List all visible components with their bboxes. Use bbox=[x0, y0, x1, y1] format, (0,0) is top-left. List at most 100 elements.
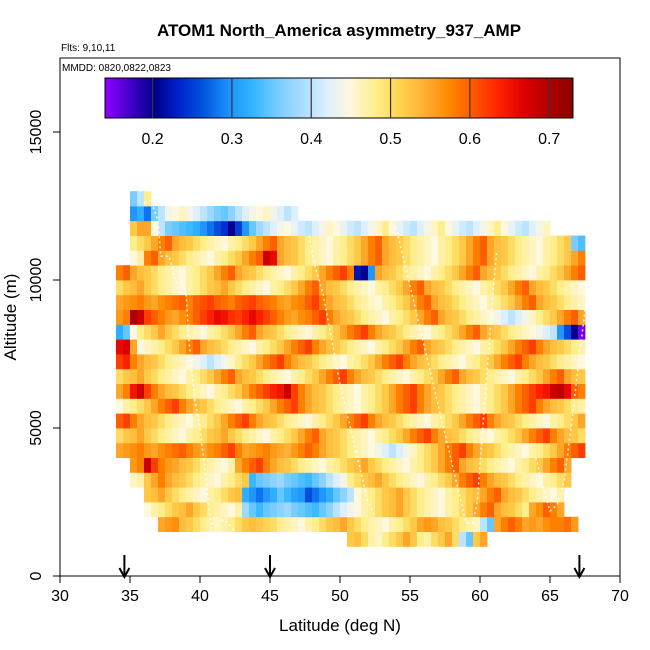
heatmap-cell bbox=[235, 235, 243, 251]
heatmap-cell bbox=[445, 502, 453, 518]
heatmap-cell bbox=[480, 324, 488, 340]
heatmap-cell bbox=[508, 324, 516, 340]
heatmap-cell bbox=[368, 294, 376, 310]
heatmap-cell bbox=[480, 502, 488, 518]
heatmap-cell bbox=[214, 324, 222, 340]
heatmap-cell bbox=[466, 413, 474, 429]
heatmap-cell bbox=[137, 191, 145, 207]
heatmap-cell bbox=[319, 309, 327, 325]
heatmap-cell bbox=[550, 354, 558, 370]
heatmap-cell bbox=[158, 339, 166, 355]
heatmap-cell bbox=[270, 324, 278, 340]
heatmap-cell bbox=[431, 398, 439, 414]
heatmap-cell bbox=[284, 398, 292, 414]
heatmap-cell bbox=[508, 487, 516, 503]
heatmap-cell bbox=[326, 235, 334, 251]
heatmap-cell bbox=[116, 280, 124, 296]
heatmap-cell bbox=[431, 265, 439, 281]
heatmap-cell bbox=[459, 531, 467, 547]
heatmap-cell bbox=[564, 324, 572, 340]
heatmap-cell bbox=[298, 383, 306, 399]
heatmap-cell bbox=[452, 339, 460, 355]
heatmap-cell bbox=[137, 383, 145, 399]
heatmap-cell bbox=[543, 502, 551, 518]
heatmap-cell bbox=[438, 398, 446, 414]
heatmap-cell bbox=[473, 265, 481, 281]
heatmap-cell bbox=[494, 294, 502, 310]
heatmap-cell bbox=[382, 309, 390, 325]
heatmap-cell bbox=[389, 324, 397, 340]
heatmap-cell bbox=[410, 354, 418, 370]
heatmap-cell bbox=[158, 280, 166, 296]
heatmap-cell bbox=[312, 472, 320, 488]
heatmap-cell bbox=[249, 294, 257, 310]
heatmap-cell bbox=[417, 457, 425, 473]
heatmap-cell bbox=[347, 280, 355, 296]
heatmap-cell bbox=[256, 383, 264, 399]
heatmap-cell bbox=[522, 220, 530, 236]
heatmap-cell bbox=[270, 368, 278, 384]
heatmap-cell bbox=[515, 250, 523, 266]
heatmap-cell bbox=[571, 516, 579, 532]
heatmap-cell bbox=[466, 428, 474, 444]
heatmap-cell bbox=[557, 354, 565, 370]
heatmap-cell bbox=[214, 516, 222, 532]
heatmap-cell bbox=[536, 265, 544, 281]
heatmap-cell bbox=[144, 368, 152, 384]
heatmap-cell bbox=[116, 354, 124, 370]
heatmap-cell bbox=[354, 457, 362, 473]
heatmap-cell bbox=[298, 428, 306, 444]
heatmap-cell bbox=[347, 354, 355, 370]
heatmap-cell bbox=[578, 280, 586, 296]
heatmap-cell bbox=[277, 413, 285, 429]
heatmap-cell bbox=[487, 250, 495, 266]
x-tick-label: 30 bbox=[51, 588, 69, 605]
heatmap-cell bbox=[305, 472, 313, 488]
heatmap-cell bbox=[515, 294, 523, 310]
heatmap-cell bbox=[354, 383, 362, 399]
heatmap-cell bbox=[130, 428, 138, 444]
heatmap-cell bbox=[515, 457, 523, 473]
heatmap-cell bbox=[501, 220, 509, 236]
heatmap-cell bbox=[242, 502, 250, 518]
heatmap-cell bbox=[284, 428, 292, 444]
y-tick-label: 10000 bbox=[28, 258, 45, 303]
heatmap-cell bbox=[270, 516, 278, 532]
heatmap-cell bbox=[186, 428, 194, 444]
heatmap-cell bbox=[508, 398, 516, 414]
heatmap-cell bbox=[214, 502, 222, 518]
heatmap-cell bbox=[459, 368, 467, 384]
heatmap-cell bbox=[403, 324, 411, 340]
heatmap-cell bbox=[543, 487, 551, 503]
heatmap-cell bbox=[221, 457, 229, 473]
heatmap-cell bbox=[543, 516, 551, 532]
heatmap-cells bbox=[116, 191, 586, 547]
heatmap-cell bbox=[508, 428, 516, 444]
heatmap-cell bbox=[431, 531, 439, 547]
heatmap-cell bbox=[193, 398, 201, 414]
heatmap-cell bbox=[494, 220, 502, 236]
heatmap-cell bbox=[543, 220, 551, 236]
heatmap-cell bbox=[529, 368, 537, 384]
heatmap-cell bbox=[277, 383, 285, 399]
heatmap-cell bbox=[431, 457, 439, 473]
heatmap-cell bbox=[305, 235, 313, 251]
heatmap-cell bbox=[312, 398, 320, 414]
heatmap-cell bbox=[361, 442, 369, 458]
heatmap-cell bbox=[151, 398, 159, 414]
heatmap-cell bbox=[361, 265, 369, 281]
heatmap-cell bbox=[536, 220, 544, 236]
heatmap-cell bbox=[382, 339, 390, 355]
heatmap-cell bbox=[193, 457, 201, 473]
heatmap-cell bbox=[270, 442, 278, 458]
heatmap-cell bbox=[515, 487, 523, 503]
heatmap-cell bbox=[480, 250, 488, 266]
heatmap-cell bbox=[116, 309, 124, 325]
heatmap-cell bbox=[368, 428, 376, 444]
heatmap-cell bbox=[144, 324, 152, 340]
heatmap-cell bbox=[452, 383, 460, 399]
heatmap-cell bbox=[354, 354, 362, 370]
heatmap-cell bbox=[424, 368, 432, 384]
heatmap-cell bbox=[571, 442, 579, 458]
heatmap-cell bbox=[326, 220, 334, 236]
